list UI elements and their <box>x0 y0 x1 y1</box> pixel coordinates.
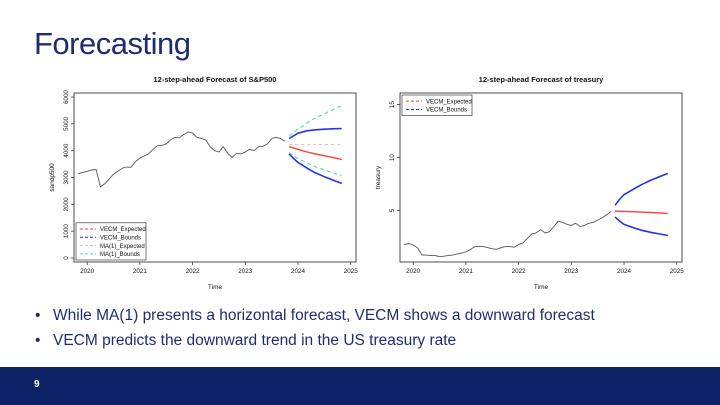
legend-box <box>401 94 473 116</box>
series-line-vecm-expected <box>615 210 668 215</box>
series-line-ma-bounds-upper <box>288 105 343 137</box>
x-tick-label: 2020 <box>406 268 421 275</box>
x-tick-label: 2022 <box>186 268 201 275</box>
series-line-vecm-bounds-upper <box>288 127 342 140</box>
y-tick-label: 15 <box>389 101 396 109</box>
bullet-text: While MA(1) presents a horizontal foreca… <box>53 307 595 324</box>
treasury-forecast-chart: 12-step-ahead Forecast of treasury 2020 20… <box>370 68 690 298</box>
bullet-dot-icon: • <box>35 332 41 349</box>
y-axis-label: treasury <box>375 165 382 189</box>
x-axis-label: Time <box>208 284 223 291</box>
y-tick-label: 10 <box>389 154 396 162</box>
series-line-vecm-bounds-upper <box>614 172 669 206</box>
bullet-item: • While MA(1) presents a horizontal forec… <box>35 303 595 328</box>
x-tick-label: 2022 <box>512 268 527 275</box>
x-tick-label: 2025 <box>344 268 359 275</box>
x-tick-label: 2025 <box>670 268 685 275</box>
x-tick-label: 2024 <box>617 268 632 275</box>
series-line-history <box>78 131 286 188</box>
bullet-dot-icon: • <box>35 307 41 324</box>
series-line-ma-bounds-lower <box>288 152 342 176</box>
x-tick-label: 2021 <box>133 268 148 275</box>
legend-label: VECM_Bounds <box>100 235 141 241</box>
treasury-forecast-svg: 12-step-ahead Forecast of treasury 2020 20… <box>375 75 685 291</box>
series-line-history <box>404 211 612 258</box>
chart-title: 12-step-ahead Forecast of treasury <box>479 75 604 84</box>
x-tick-label: 2021 <box>459 268 474 275</box>
x-axis-label: Time <box>534 284 549 291</box>
sp500-forecast-chart: 12-step-ahead Forecast of S&P500 2020 2021… <box>42 68 362 298</box>
bullet-list: • While MA(1) presents a horizontal forec… <box>35 303 595 353</box>
y-tick-label: 5 <box>389 208 396 212</box>
legend: VECM_Expected VECM_Bounds <box>401 94 473 116</box>
x-tick-label: 2020 <box>80 268 95 275</box>
legend-label: VECM_Bounds <box>426 108 467 114</box>
plot-frame <box>399 92 683 263</box>
page-number: 9 <box>34 379 40 390</box>
series-line-vecm-expected <box>288 146 342 161</box>
legend-label: VECM_Expected <box>426 99 472 105</box>
slide-title: Forecasting <box>34 26 191 61</box>
y-tick-label: 2000 <box>63 197 70 212</box>
y-tick-label: 0 <box>63 256 70 260</box>
y-tick-label: 3000 <box>63 170 70 185</box>
y-tick-label: 1000 <box>63 224 70 239</box>
legend-label: MA(1)_Expected <box>100 244 145 250</box>
sp500-forecast-svg: 12-step-ahead Forecast of S&P500 2020 2021… <box>49 75 359 291</box>
bullet-item: • VECM predicts the downward trend in the… <box>35 328 595 353</box>
x-tick-label: 2023 <box>238 268 253 275</box>
y-tick-label: 6000 <box>63 90 70 105</box>
x-tick-label: 2023 <box>564 268 579 275</box>
series-line-vecm-bounds-lower <box>288 153 343 185</box>
series-line-vecm-bounds-lower <box>614 216 668 237</box>
y-axis-label: sandp500 <box>49 163 56 192</box>
legend-label: MA(1)_Bounds <box>100 252 140 258</box>
chart-title: 12-step-ahead Forecast of S&P500 <box>154 75 277 84</box>
legend-label: VECM_Expected <box>100 227 146 233</box>
x-tick-label: 2024 <box>291 268 306 275</box>
footer-bar: 9 <box>0 367 720 405</box>
y-tick-label: 4000 <box>63 143 70 158</box>
bullet-text: VECM predicts the downward trend in the … <box>53 332 457 349</box>
y-tick-label: 5000 <box>63 116 70 131</box>
legend: VECM_Expected VECM_Bounds MA(1)_Expected MA… <box>75 222 147 261</box>
